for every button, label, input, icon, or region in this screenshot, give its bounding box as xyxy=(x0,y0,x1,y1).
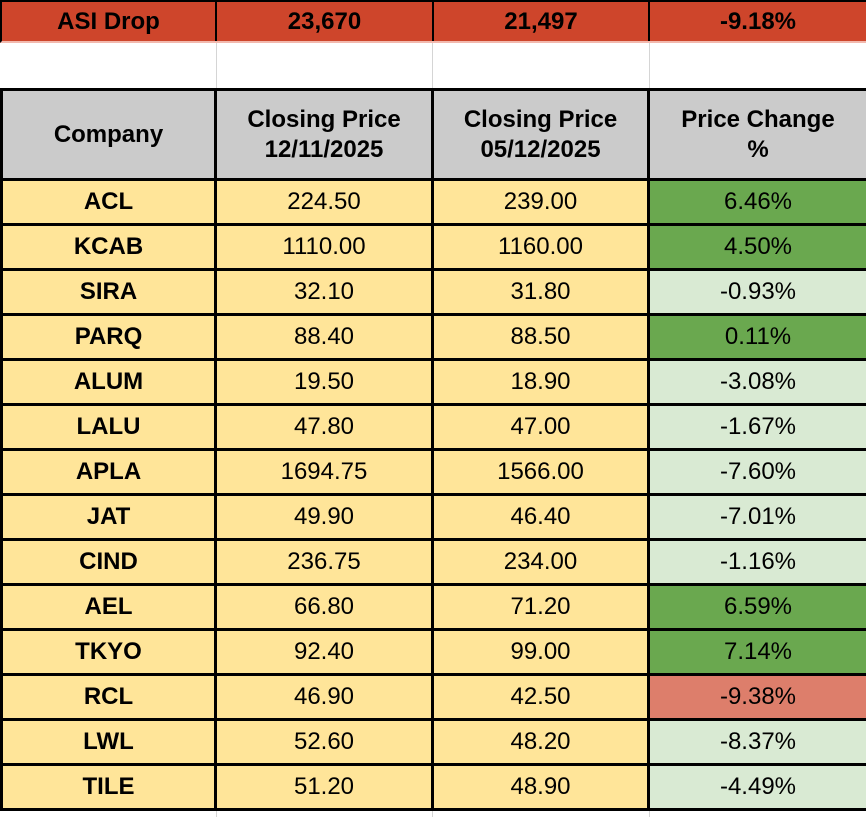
price-change-cell[interactable]: 6.46% xyxy=(650,181,866,223)
header-closing-price-1[interactable]: Closing Price 12/11/2025 xyxy=(217,91,434,178)
closing-price-1-cell[interactable]: 66.80 xyxy=(217,586,434,628)
empty-cell[interactable] xyxy=(433,43,650,88)
company-cell[interactable]: APLA xyxy=(3,451,217,493)
empty-cell[interactable] xyxy=(0,43,217,88)
closing-price-2-cell[interactable]: 42.50 xyxy=(434,676,650,718)
price-change-cell[interactable]: -1.67% xyxy=(650,406,866,448)
index-name-cell[interactable]: ASI Drop xyxy=(2,2,217,41)
closing-price-1-cell[interactable]: 1694.75 xyxy=(217,451,434,493)
closing-price-1-cell[interactable]: 19.50 xyxy=(217,361,434,403)
company-cell[interactable]: ACL xyxy=(3,181,217,223)
empty-cell xyxy=(650,811,866,817)
closing-price-2-cell[interactable]: 18.90 xyxy=(434,361,650,403)
index-summary-row: ASI Drop 23,670 21,497 -9.18% xyxy=(0,0,866,43)
table-row: CIND 236.75 234.00 -1.16% xyxy=(3,541,866,586)
header-closing-price-1-line2: 12/11/2025 xyxy=(264,135,384,163)
price-change-cell[interactable]: 7.14% xyxy=(650,631,866,673)
closing-price-2-cell[interactable]: 234.00 xyxy=(434,541,650,583)
company-cell[interactable]: CIND xyxy=(3,541,217,583)
closing-price-2-cell[interactable]: 48.20 xyxy=(434,721,650,763)
empty-cell[interactable] xyxy=(650,43,866,88)
price-change-cell[interactable]: -0.93% xyxy=(650,271,866,313)
closing-price-2-cell[interactable]: 71.20 xyxy=(434,586,650,628)
header-company[interactable]: Company xyxy=(3,91,217,178)
price-change-cell[interactable]: -8.37% xyxy=(650,721,866,763)
price-change-cell[interactable]: -7.60% xyxy=(650,451,866,493)
table-row: ACL 224.50 239.00 6.46% xyxy=(3,181,866,226)
closing-price-2-cell[interactable]: 46.40 xyxy=(434,496,650,538)
company-cell[interactable]: PARQ xyxy=(3,316,217,358)
header-company-label: Company xyxy=(53,120,164,148)
closing-price-2-cell[interactable]: 88.50 xyxy=(434,316,650,358)
header-closing-price-2[interactable]: Closing Price 05/12/2025 xyxy=(434,91,650,178)
table-row: TILE 51.20 48.90 -4.49% xyxy=(3,766,866,811)
closing-price-2-cell[interactable]: 1160.00 xyxy=(434,226,650,268)
table-row: RCL 46.90 42.50 -9.38% xyxy=(3,676,866,721)
closing-price-1-cell[interactable]: 224.50 xyxy=(217,181,434,223)
table-row: LALU 47.80 47.00 -1.67% xyxy=(3,406,866,451)
price-change-cell[interactable]: -9.38% xyxy=(650,676,866,718)
header-closing-price-2-line2: 05/12/2025 xyxy=(480,135,601,163)
table-row: SIRA 32.10 31.80 -0.93% xyxy=(3,271,866,316)
index-value-after-cell[interactable]: 21,497 xyxy=(434,2,650,41)
price-change-cell[interactable]: -7.01% xyxy=(650,496,866,538)
index-change-cell[interactable]: -9.18% xyxy=(719,7,797,35)
company-cell[interactable]: JAT xyxy=(3,496,217,538)
company-cell[interactable]: SIRA xyxy=(3,271,217,313)
closing-price-1-cell[interactable]: 32.10 xyxy=(217,271,434,313)
empty-cell xyxy=(0,811,217,817)
closing-price-2-cell[interactable]: 99.00 xyxy=(434,631,650,673)
header-price-change-line2: % xyxy=(747,135,769,163)
price-table: Company Closing Price 12/11/2025 Closing… xyxy=(0,88,866,811)
company-cell[interactable]: TILE xyxy=(3,766,217,808)
table-row: APLA 1694.75 1566.00 -7.60% xyxy=(3,451,866,496)
header-price-change-line1: Price Change xyxy=(681,105,835,133)
company-cell[interactable]: RCL xyxy=(3,676,217,718)
company-cell[interactable]: AEL xyxy=(3,586,217,628)
closing-price-1-cell[interactable]: 88.40 xyxy=(217,316,434,358)
closing-price-1-cell[interactable]: 51.20 xyxy=(217,766,434,808)
price-change-cell[interactable]: 4.50% xyxy=(650,226,866,268)
price-change-cell[interactable]: -4.49% xyxy=(650,766,866,808)
closing-price-2-cell[interactable]: 239.00 xyxy=(434,181,650,223)
company-cell[interactable]: LWL xyxy=(3,721,217,763)
index-value-before-cell[interactable]: 23,670 xyxy=(217,2,434,41)
company-cell[interactable]: ALUM xyxy=(3,361,217,403)
closing-price-1-cell[interactable]: 49.90 xyxy=(217,496,434,538)
price-change-cell[interactable]: -3.08% xyxy=(650,361,866,403)
price-change-cell[interactable]: 6.59% xyxy=(650,586,866,628)
table-row: ALUM 19.50 18.90 -3.08% xyxy=(3,361,866,406)
company-cell[interactable]: KCAB xyxy=(3,226,217,268)
table-row: LWL 52.60 48.20 -8.37% xyxy=(3,721,866,766)
spacer-row xyxy=(0,43,866,88)
closing-price-2-cell[interactable]: 31.80 xyxy=(434,271,650,313)
closing-price-1-cell[interactable]: 92.40 xyxy=(217,631,434,673)
empty-cell xyxy=(217,811,433,817)
closing-price-1-cell[interactable]: 46.90 xyxy=(217,676,434,718)
closing-price-2-cell[interactable]: 47.00 xyxy=(434,406,650,448)
closing-price-1-cell[interactable]: 52.60 xyxy=(217,721,434,763)
table-row: KCAB 1110.00 1160.00 4.50% xyxy=(3,226,866,271)
price-change-cell[interactable]: -1.16% xyxy=(650,541,866,583)
table-row: TKYO 92.40 99.00 7.14% xyxy=(3,631,866,676)
table-row: JAT 49.90 46.40 -7.01% xyxy=(3,496,866,541)
closing-price-1-cell[interactable]: 236.75 xyxy=(217,541,434,583)
price-change-cell[interactable]: 0.11% xyxy=(650,316,866,358)
closing-price-1-cell[interactable]: 1110.00 xyxy=(217,226,434,268)
header-price-change[interactable]: Price Change % xyxy=(650,91,866,178)
bottom-gridline-strip xyxy=(0,811,866,817)
empty-cell xyxy=(433,811,650,817)
header-closing-price-2-line1: Closing Price xyxy=(463,105,618,133)
table-header-row: Company Closing Price 12/11/2025 Closing… xyxy=(3,91,866,181)
table-row: PARQ 88.40 88.50 0.11% xyxy=(3,316,866,361)
closing-price-2-cell[interactable]: 48.90 xyxy=(434,766,650,808)
header-closing-price-1-line1: Closing Price xyxy=(247,105,401,133)
company-cell[interactable]: TKYO xyxy=(3,631,217,673)
closing-price-2-cell[interactable]: 1566.00 xyxy=(434,451,650,493)
company-cell[interactable]: LALU xyxy=(3,406,217,448)
empty-cell[interactable] xyxy=(217,43,433,88)
table-row: AEL 66.80 71.20 6.59% xyxy=(3,586,866,631)
closing-price-1-cell[interactable]: 47.80 xyxy=(217,406,434,448)
